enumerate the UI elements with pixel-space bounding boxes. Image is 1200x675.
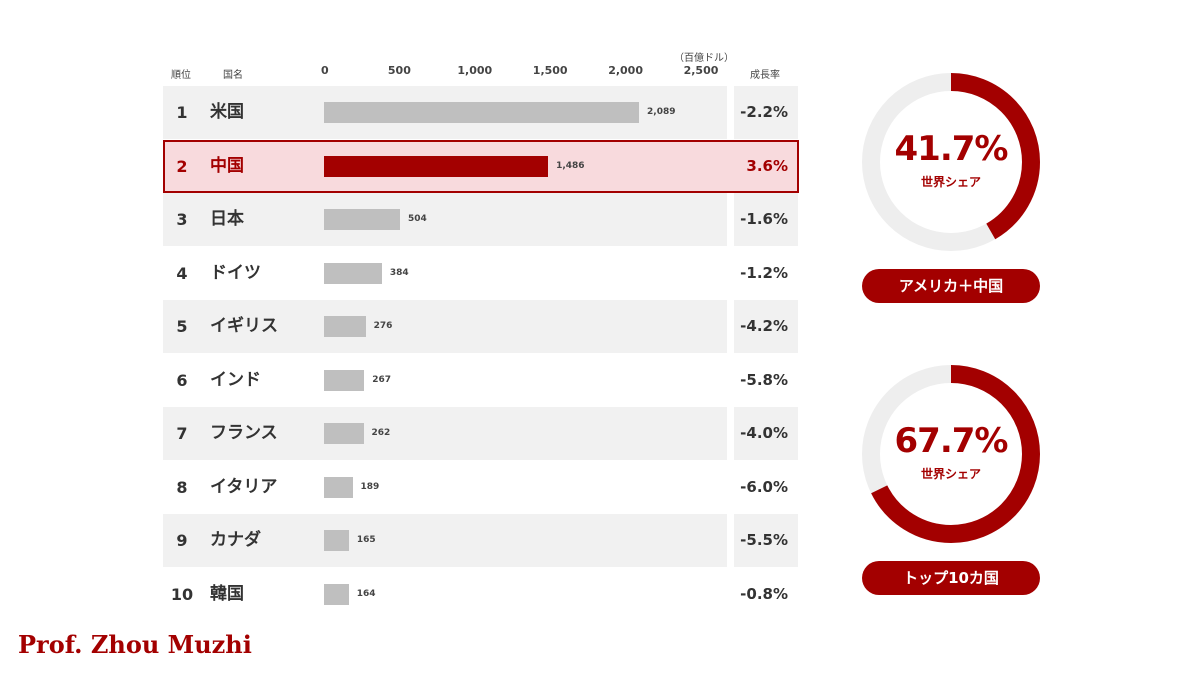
- growth-rate: 3.6%: [746, 156, 788, 175]
- rank-number: 4: [176, 263, 188, 283]
- gdp-value-label: 267: [372, 374, 392, 385]
- growth-stripe: [734, 86, 798, 139]
- gdp-value-label: 189: [360, 481, 380, 492]
- row-stripe: [163, 514, 727, 567]
- donut-top10: 67.7% 世界シェア: [858, 361, 1044, 547]
- growth-rate: -2.2%: [740, 103, 788, 121]
- x-tick-label: 0: [321, 64, 329, 77]
- country-name: 中国: [210, 155, 244, 176]
- rank-number: 6: [176, 370, 188, 390]
- gdp-bar: [324, 209, 400, 230]
- gdp-bar: [324, 262, 382, 284]
- growth-rate: -6.0%: [740, 477, 788, 496]
- gdp-value-label: 262: [371, 428, 391, 438]
- donut-percent-label: 41.7%: [894, 129, 1009, 169]
- growth-rate: -5.8%: [740, 370, 788, 389]
- growth-rate: -4.0%: [740, 424, 788, 442]
- country-name: イギリス: [210, 316, 278, 336]
- rank-number: 7: [176, 424, 188, 443]
- rank-number: 1: [176, 103, 188, 122]
- gdp-bar: [324, 316, 366, 337]
- growth-column-header: 成長率: [750, 70, 780, 81]
- unit-label: （百億ドル）: [674, 53, 734, 64]
- donut-chart-2: [862, 365, 1040, 543]
- donut-arc: [862, 73, 1040, 251]
- growth-rate: -1.2%: [740, 263, 788, 282]
- gdp-value-label: 2,089: [647, 107, 676, 117]
- growth-stripe: [734, 514, 798, 567]
- pill-top10: トップ10カ国: [862, 561, 1040, 595]
- gdp-bar: [324, 369, 365, 391]
- country-name: フランス: [210, 423, 278, 443]
- gdp-bar: [324, 423, 364, 444]
- row-stripe: [163, 193, 727, 246]
- x-tick-label: 1,500: [532, 64, 568, 77]
- rank-number: 8: [176, 477, 188, 497]
- rank-number: 9: [176, 531, 188, 550]
- donut-us-china: 41.7% 世界シェア: [858, 69, 1044, 255]
- country-name: 日本: [210, 209, 244, 229]
- rank-column-header: 順位: [171, 70, 191, 81]
- donut-chart-1: [862, 73, 1040, 251]
- country-column-header: 国名: [223, 70, 243, 81]
- gdp-bar: [324, 102, 640, 123]
- gdp-value-label: 276: [373, 321, 393, 331]
- rank-number: 5: [176, 317, 188, 336]
- country-name: ドイツ: [210, 262, 261, 283]
- gdp-value-label: 165: [356, 535, 376, 545]
- donut-percent-label: 67.7%: [894, 421, 1009, 461]
- country-name: イタリア: [210, 476, 278, 497]
- x-tick-label: 500: [387, 64, 411, 77]
- country-name: 米国: [210, 102, 244, 122]
- pill-us-china: アメリカ＋中国: [862, 269, 1040, 303]
- rank-number: 3: [176, 210, 188, 229]
- gdp-bar: [324, 155, 549, 177]
- growth-rate: -5.5%: [740, 531, 788, 549]
- x-tick-label: 2,000: [608, 64, 643, 77]
- gdp-bar: [324, 583, 349, 605]
- growth-rate: -0.8%: [740, 584, 788, 603]
- gdp-value-label: 504: [408, 214, 427, 224]
- growth-rate: -4.2%: [740, 317, 788, 335]
- donut-caption: 世界シェア: [920, 175, 981, 189]
- gdp-bar: [324, 476, 353, 498]
- gdp-value-label: 164: [356, 588, 376, 599]
- row-stripe: [163, 407, 727, 460]
- x-tick-label: 2,500: [683, 64, 719, 77]
- rank-number: 2: [176, 156, 188, 176]
- growth-stripe: [734, 300, 798, 353]
- gdp-value-label: 384: [389, 267, 409, 278]
- country-name: カナダ: [210, 530, 261, 550]
- rank-number: 10: [170, 584, 194, 604]
- growth-rate: -1.6%: [740, 210, 788, 228]
- donut-caption: 世界シェア: [920, 467, 981, 481]
- author-signature: Prof. Zhou Muzhi: [18, 630, 252, 659]
- row-stripe: [163, 300, 727, 353]
- gdp-value-label: 1,486: [556, 160, 585, 171]
- donut-arc: [862, 365, 1040, 543]
- country-name: 韓国: [210, 583, 244, 604]
- growth-stripe: [734, 407, 798, 460]
- growth-stripe: [734, 193, 798, 246]
- country-name: インド: [210, 369, 261, 390]
- x-tick-label: 1,000: [457, 64, 493, 77]
- gdp-bar: [324, 530, 349, 551]
